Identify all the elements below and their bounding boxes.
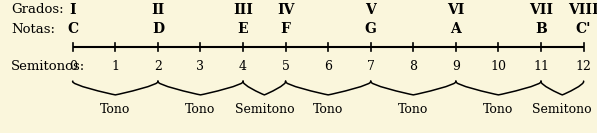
Text: 3: 3 — [196, 60, 205, 73]
Text: G: G — [365, 22, 377, 36]
Text: Tono: Tono — [483, 103, 513, 116]
Text: 9: 9 — [452, 60, 460, 73]
Text: II: II — [151, 3, 165, 17]
Text: Notas:: Notas: — [11, 23, 55, 36]
Text: 7: 7 — [367, 60, 375, 73]
Text: 0: 0 — [69, 60, 77, 73]
Text: Semitono: Semitono — [235, 103, 294, 116]
Text: Semitonos:: Semitonos: — [11, 60, 85, 73]
Text: III: III — [233, 3, 253, 17]
Text: V: V — [365, 3, 376, 17]
Text: VI: VI — [447, 3, 464, 17]
Text: 5: 5 — [282, 60, 290, 73]
Text: D: D — [152, 22, 164, 36]
Text: C': C' — [576, 22, 591, 36]
Text: Tono: Tono — [100, 103, 131, 116]
Text: F: F — [281, 22, 291, 36]
Text: 1: 1 — [112, 60, 119, 73]
Text: IV: IV — [277, 3, 294, 17]
Text: 4: 4 — [239, 60, 247, 73]
Text: 10: 10 — [490, 60, 506, 73]
Text: 2: 2 — [154, 60, 162, 73]
Text: Tono: Tono — [185, 103, 216, 116]
Text: VII: VII — [529, 3, 553, 17]
Text: B: B — [535, 22, 547, 36]
Text: C: C — [67, 22, 78, 36]
Text: Tono: Tono — [398, 103, 429, 116]
Text: Semitono: Semitono — [533, 103, 592, 116]
Text: 11: 11 — [533, 60, 549, 73]
Text: VIII: VIII — [568, 3, 597, 17]
Text: I: I — [69, 3, 76, 17]
Text: A: A — [451, 22, 461, 36]
Text: Tono: Tono — [313, 103, 343, 116]
Text: 8: 8 — [410, 60, 417, 73]
Text: 6: 6 — [324, 60, 332, 73]
Text: Grados:: Grados: — [11, 3, 64, 16]
Text: 12: 12 — [576, 60, 592, 73]
Text: E: E — [238, 22, 248, 36]
